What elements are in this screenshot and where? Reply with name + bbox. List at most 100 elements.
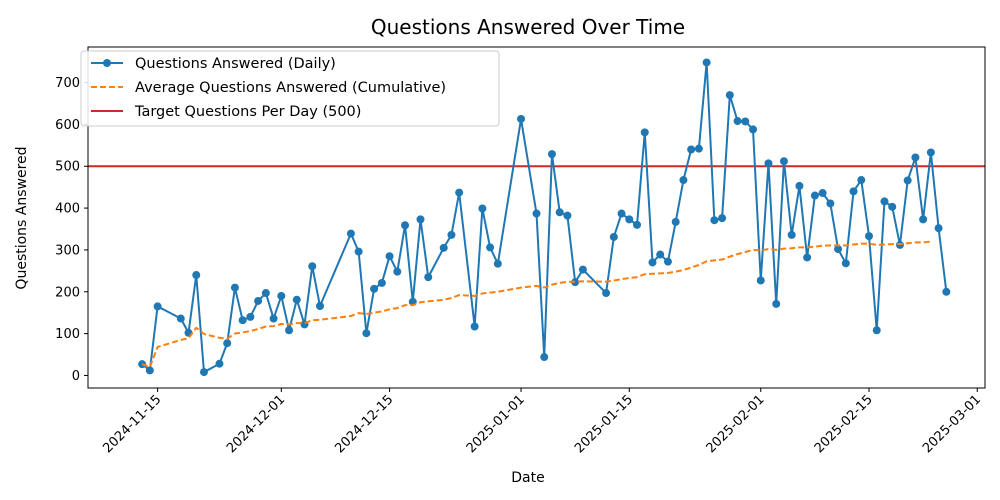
daily-data-point: [439, 243, 448, 252]
daily-data-point: [857, 176, 866, 185]
daily-data-point: [803, 253, 812, 262]
y-tick-label: 300: [55, 243, 80, 258]
daily-data-point: [578, 265, 587, 274]
daily-data-point: [849, 187, 858, 196]
daily-data-point: [926, 148, 935, 157]
x-axis-label: Date: [511, 470, 544, 486]
daily-data-point: [911, 153, 920, 162]
legend-item-target: Target Questions Per Day (500): [91, 104, 361, 120]
daily-data-point: [772, 299, 781, 308]
daily-data-point: [555, 208, 564, 217]
daily-data-point: [246, 312, 255, 321]
x-tick-label: 2025-03-01: [920, 392, 984, 456]
daily-data-point: [493, 259, 502, 268]
y-tick-label: 0: [72, 369, 80, 384]
daily-data-point: [176, 314, 185, 323]
daily-data-point: [346, 229, 355, 238]
y-tick-label: 200: [55, 285, 80, 300]
daily-data-point: [779, 157, 788, 166]
daily-data-point: [818, 189, 827, 198]
daily-data-point: [486, 243, 495, 252]
daily-data-point: [826, 199, 835, 208]
chart-marks: [88, 58, 985, 377]
y-tick-label: 400: [55, 202, 80, 217]
daily-data-point: [424, 273, 433, 282]
daily-data-point: [478, 204, 487, 213]
daily-data-point: [254, 296, 263, 305]
y-tick-label: 700: [55, 76, 80, 91]
daily-data-point: [362, 329, 371, 338]
daily-data-point: [145, 366, 154, 375]
daily-data-point: [315, 301, 324, 310]
daily-data-point: [633, 220, 642, 229]
legend-label: Target Questions Per Day (500): [134, 104, 361, 120]
legend-item-daily: Questions Answered (Daily): [91, 56, 336, 72]
daily-data-point: [795, 181, 804, 190]
daily-data-point: [648, 258, 657, 267]
daily-data-point: [741, 117, 750, 126]
daily-data-point: [563, 211, 572, 220]
daily-data-point: [888, 202, 897, 211]
daily-data-point: [602, 289, 611, 298]
x-tick-label: 2025-02-15: [812, 392, 876, 456]
legend-label: Questions Answered (Daily): [135, 56, 336, 72]
x-tick-label: 2025-02-01: [704, 392, 768, 456]
daily-data-point: [238, 316, 247, 325]
legend-box: [80, 50, 500, 127]
daily-data-point: [764, 159, 773, 168]
daily-data-point: [903, 176, 912, 185]
daily-data-point: [834, 245, 843, 254]
y-tick-label: 500: [55, 160, 80, 175]
y-axis-label: Questions Answered: [14, 146, 30, 289]
y-tick-label: 600: [55, 118, 80, 133]
daily-data-point: [694, 144, 703, 153]
x-tick-label: 2024-12-01: [224, 392, 288, 456]
cumulative-average-line: [141, 240, 931, 369]
legend-marker: [103, 59, 111, 67]
legend-label: Average Questions Answered (Cumulative): [135, 80, 446, 96]
daily-data-point: [942, 287, 951, 296]
daily-data-point: [919, 215, 928, 224]
daily-data-point: [416, 215, 425, 224]
daily-data-point: [756, 276, 765, 285]
daily-data-point: [617, 209, 626, 218]
daily-data-point: [663, 257, 672, 266]
daily-data-point: [810, 191, 819, 200]
daily-data-point: [710, 216, 719, 225]
daily-data-point: [385, 252, 394, 261]
axes-frame: [87, 46, 986, 389]
x-tick-label: 2025-01-15: [572, 392, 636, 456]
daily-data-point: [656, 250, 665, 259]
daily-data-point: [292, 295, 301, 304]
y-tick-label: 100: [55, 327, 80, 342]
daily-data-point: [571, 278, 580, 287]
daily-data-point: [872, 326, 881, 335]
daily-data-point: [609, 232, 618, 241]
daily-data-point: [401, 221, 410, 230]
x-tick-label: 2025-01-01: [464, 392, 528, 456]
daily-data-point: [640, 128, 649, 137]
daily-data-point: [517, 114, 526, 123]
daily-data-point: [153, 302, 162, 311]
daily-data-point: [547, 150, 556, 159]
daily-data-point: [787, 230, 796, 239]
daily-data-point: [199, 368, 208, 377]
daily-data-point: [370, 284, 379, 293]
daily-data-point: [223, 339, 232, 348]
daily-data-point: [725, 91, 734, 100]
daily-data-point: [687, 145, 696, 154]
daily-data-point: [215, 359, 224, 368]
daily-data-point: [269, 314, 278, 323]
daily-data-point: [285, 326, 294, 335]
daily-data-point: [447, 230, 456, 239]
daily-data-point: [308, 262, 317, 271]
daily-data-point: [702, 58, 711, 67]
daily-data-point: [138, 360, 147, 369]
daily-data-point: [393, 267, 402, 276]
daily-data-point: [277, 291, 286, 300]
daily-data-point: [865, 232, 874, 241]
daily-data-point: [192, 271, 201, 280]
daily-data-point: [934, 224, 943, 233]
daily-data-point: [718, 214, 727, 223]
